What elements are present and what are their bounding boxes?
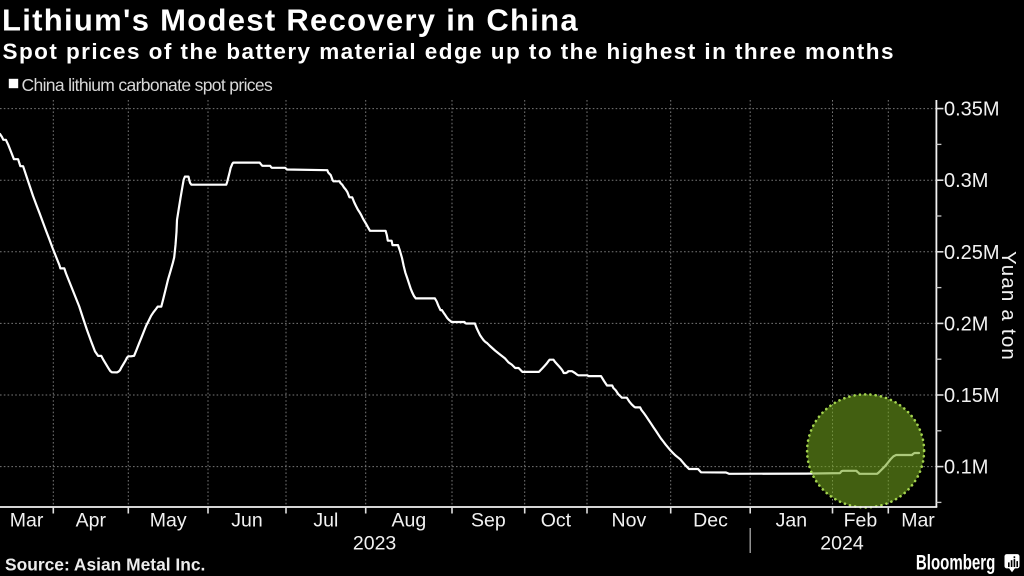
svg-text:Lithium's Modest Recovery in C: Lithium's Modest Recovery in China xyxy=(2,2,579,37)
svg-text:Oct: Oct xyxy=(541,510,572,532)
svg-text:Source: Asian Metal Inc.: Source: Asian Metal Inc. xyxy=(5,554,205,574)
svg-text:0.1M: 0.1M xyxy=(944,457,988,479)
svg-text:2024: 2024 xyxy=(820,533,864,555)
svg-text:Sep: Sep xyxy=(471,510,506,532)
svg-text:Jun: Jun xyxy=(231,510,262,532)
svg-text:0.35M: 0.35M xyxy=(944,99,1000,121)
svg-text:0.2M: 0.2M xyxy=(944,313,988,335)
svg-text:Apr: Apr xyxy=(76,510,107,532)
svg-text:Nov: Nov xyxy=(612,510,647,532)
svg-text:0.25M: 0.25M xyxy=(944,242,1000,264)
svg-text:Feb: Feb xyxy=(844,510,878,532)
svg-text:China lithium carbonate spot p: China lithium carbonate spot prices xyxy=(22,75,273,95)
svg-text:2023: 2023 xyxy=(353,533,396,555)
svg-text:Spot prices of the battery mat: Spot prices of the battery material edge… xyxy=(3,39,895,64)
svg-text:Mar: Mar xyxy=(10,510,44,532)
svg-text:0.15M: 0.15M xyxy=(944,385,1000,407)
svg-text:Bloomberg: Bloomberg xyxy=(916,550,995,574)
svg-text:Yuan a ton: Yuan a ton xyxy=(997,251,1020,361)
svg-text:0.3M: 0.3M xyxy=(944,170,988,192)
svg-text:Jan: Jan xyxy=(776,510,807,532)
svg-text:Aug: Aug xyxy=(392,510,427,532)
svg-text:Jul: Jul xyxy=(313,510,338,532)
svg-text:Dec: Dec xyxy=(693,510,728,532)
svg-text:Mar: Mar xyxy=(901,510,935,532)
svg-text:May: May xyxy=(150,510,187,532)
